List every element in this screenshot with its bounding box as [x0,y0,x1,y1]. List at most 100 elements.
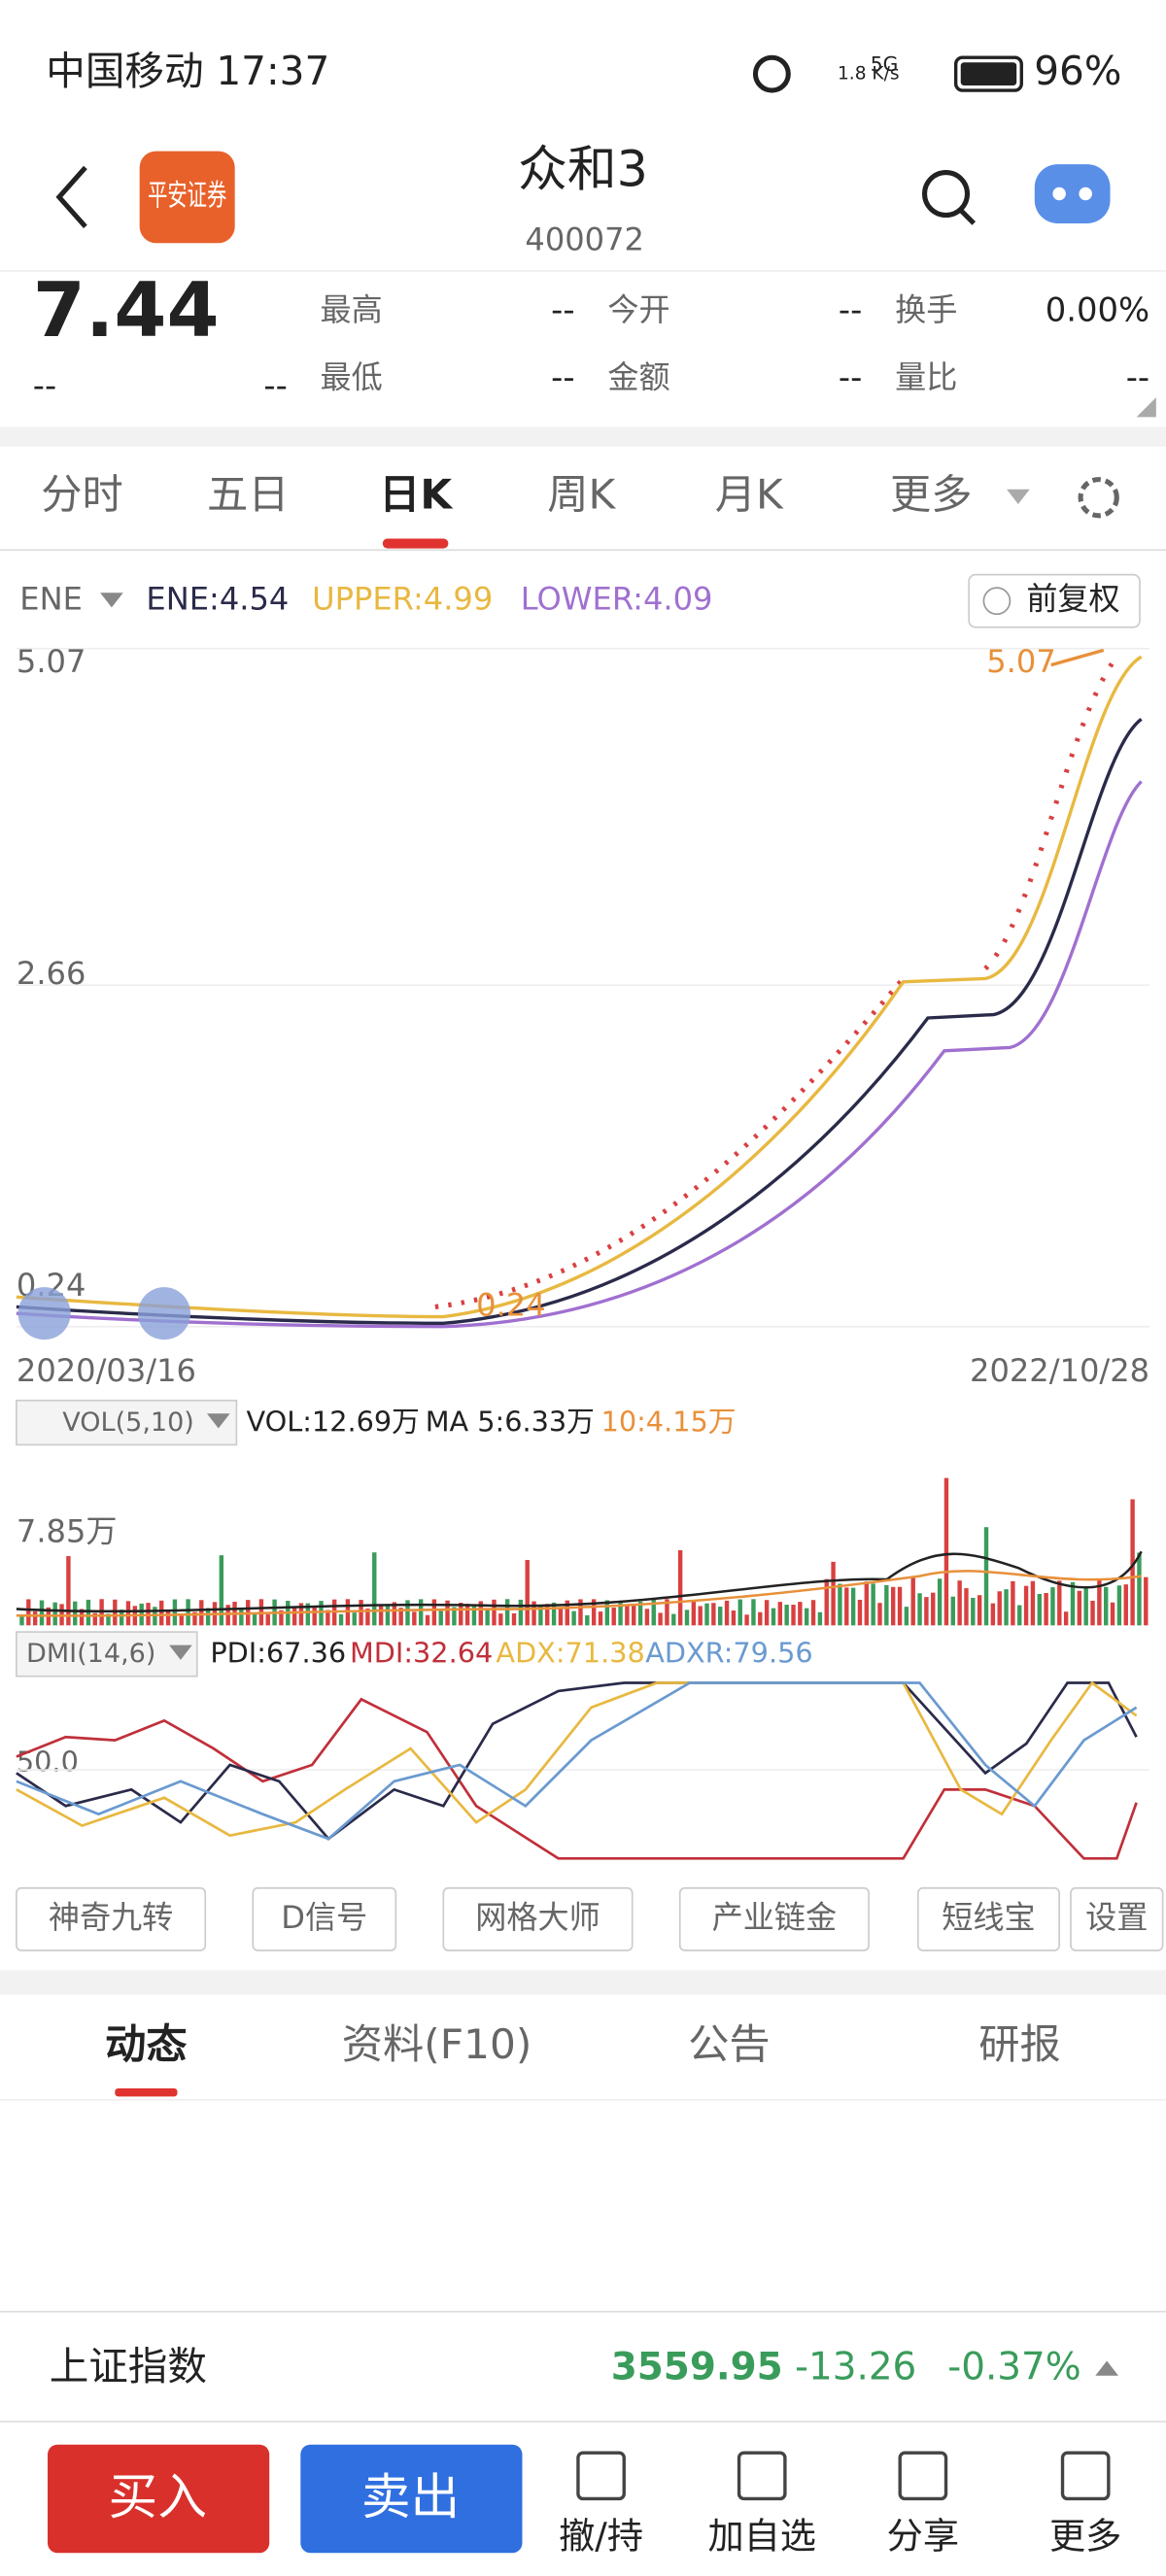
nav-label: 加自选 [707,2515,816,2558]
volume-bar-decor [338,1613,344,1626]
volume-bar-decor [265,1614,270,1626]
field-value: -- [1126,358,1149,396]
volume-bar-decor [637,1601,643,1626]
tool-label: 神奇九转 [49,1899,173,1936]
volume-bar-decor [758,1611,763,1626]
nav-label: 撤/持 [559,2515,643,2558]
volume-bar-decor [917,1593,922,1626]
stock-title: 众和3 [518,141,648,198]
expand-corner[interactable] [1136,397,1156,418]
nav-icon[interactable] [1060,2451,1111,2501]
volume-bar-decor [971,1597,976,1626]
volume-bar-decor [691,1601,697,1626]
expand-button[interactable] [17,1287,71,1340]
pdi: PDI:67.36 [210,1637,346,1670]
more-arrow [1007,489,1030,504]
info-icon [982,587,1012,616]
index-expand[interactable] [1095,2360,1118,2376]
volume-bar-decor [824,1578,829,1626]
volume-bar-decor [671,1613,676,1626]
volume-bar-decor [66,1556,71,1626]
index-change: -13.26 [795,2345,916,2389]
nav-icon[interactable] [576,2451,626,2501]
volume-bar-decor [677,1550,683,1626]
tool-button[interactable] [1070,1886,1164,1951]
volume-bar-decor [86,1599,91,1626]
index-name: 上证指数 [50,2343,207,2390]
tool-button[interactable] [252,1886,397,1951]
vol-selector[interactable] [16,1399,238,1446]
ene-dropdown[interactable] [100,593,123,608]
sell-button[interactable] [300,2444,523,2554]
tool-label: D信号 [281,1899,367,1936]
volume-bar-decor [1123,1584,1128,1626]
band [0,1970,1166,1995]
robot-eye [1079,186,1092,201]
volume-bar-decor [910,1577,915,1626]
volume-bar-decor [884,1584,889,1626]
volume-bar-decor [398,1608,403,1626]
nav-label: 分享 [887,2515,959,2558]
robot-button[interactable] [1034,164,1111,223]
volume-bar-decor [1110,1602,1115,1626]
period-tab[interactable]: 分时 [41,471,123,519]
info-tab[interactable]: 研报 [978,2020,1061,2068]
volume-bar-decor [611,1608,616,1626]
volume-bar-decor [525,1559,530,1626]
period-tab[interactable]: 周K [547,471,616,519]
field-value: -- [839,358,862,396]
period-tab[interactable]: 五日 [207,471,289,519]
volume-bar-decor [172,1599,178,1626]
settings-icon[interactable] [1078,477,1119,519]
volume-bar-decor [292,1606,297,1626]
volume-bar-decor [445,1600,450,1626]
battery-level [960,62,1017,85]
search-button[interactable] [922,170,971,219]
nav-icon[interactable] [898,2451,948,2501]
volume-bar-decor [718,1607,723,1626]
info-tab[interactable]: 资料(F10) [342,2020,532,2068]
dmi-dropdown [169,1644,192,1660]
info-tab[interactable]: 公告 [688,2020,770,2068]
adjust-button[interactable] [968,573,1141,628]
nav-icon[interactable] [737,2451,787,2501]
vol-value: VOL:12.69万 [247,1405,420,1438]
volume-bar-decor [305,1603,311,1626]
period-tab[interactable]: 更多 [890,471,973,519]
period-tab[interactable]: 日K [379,471,454,519]
volume-bar-decor [199,1600,204,1626]
volume-bar-decor [791,1605,796,1626]
info-tab[interactable]: 动态 [105,2020,187,2068]
tool-button[interactable] [16,1886,207,1951]
index-value: 3559.95 [611,2345,783,2389]
volume-bar-decor [877,1603,882,1626]
volume-bar-decor [764,1600,770,1626]
volume-bar-decor [532,1601,536,1626]
volume-bar-decor [632,1605,636,1626]
dmi-name: DMI(14,6) [26,1639,155,1669]
volume-bar-decor [890,1586,896,1626]
robot-eye [1052,186,1066,201]
period-tab[interactable]: 月K [715,471,784,519]
back-button[interactable] [55,165,87,229]
volume-bar-decor [1063,1611,1069,1626]
volume-bar-decor [943,1477,949,1626]
volume-bar-decor [326,1610,330,1626]
ene-value: ENE:4.54 [146,581,289,618]
volume-bar-decor [571,1610,576,1626]
volume-bar-decor [871,1583,875,1626]
volume-bar-decor [192,1611,197,1626]
volume-bar-decor [119,1610,124,1626]
tool-button[interactable] [916,1886,1060,1951]
volume-bar-decor [698,1606,703,1626]
tool-button[interactable] [442,1886,634,1951]
volume-bar-decor [798,1602,803,1626]
reset-button[interactable] [137,1287,191,1340]
dmi-selector[interactable] [16,1631,198,1678]
index-pct: -0.37% [947,2345,1080,2389]
info-tabs: 动态 资料(F10) 公告 研报 [105,2020,1061,2068]
volume-bar-decor [844,1587,849,1626]
buy-button[interactable] [48,2444,270,2554]
tool-button[interactable] [678,1886,870,1951]
field-value: -- [839,291,862,329]
